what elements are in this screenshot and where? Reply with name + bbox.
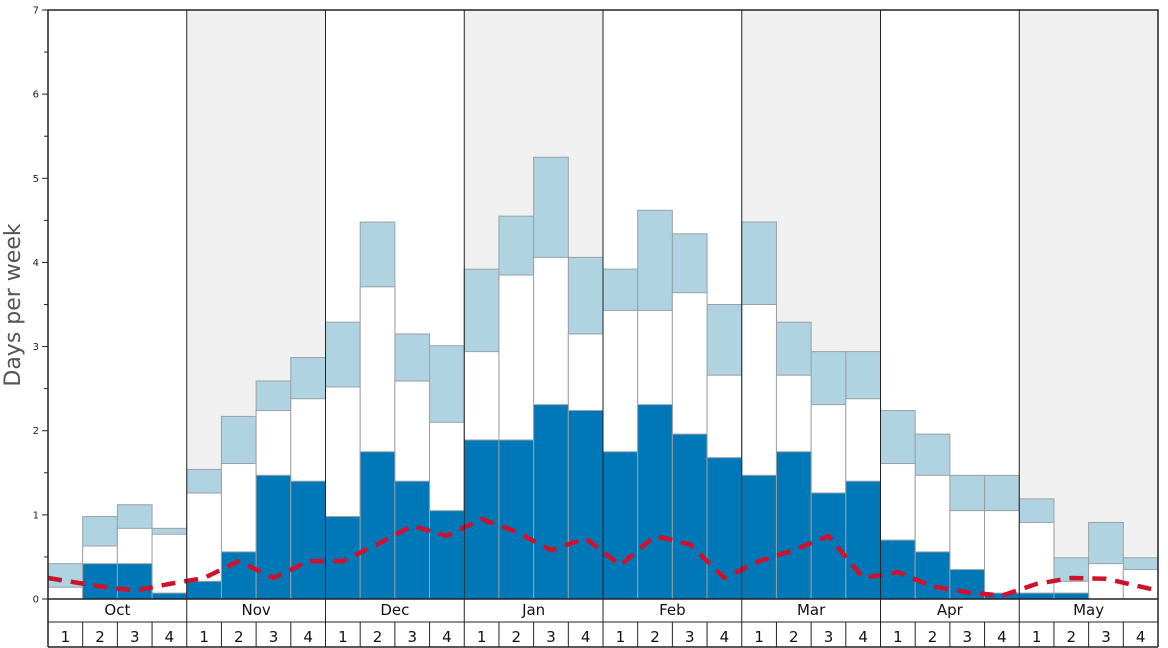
bar-dark-8 — [325, 516, 361, 600]
bar-dark-24 — [880, 539, 916, 600]
week-label-oct-2: 2 — [95, 628, 105, 646]
week-label-mar-1: 1 — [754, 628, 764, 646]
x-axis: Oct 1 2 3 4 Nov 1 2 3 4 Dec 1 2 3 4 Jan 1 2 3 4 Feb 1 2 3 4 Mar 1 2… — [47, 10, 1159, 648]
week-label-feb-3: 3 — [685, 628, 695, 646]
week-label-apr-1: 1 — [893, 628, 903, 646]
week-label-dec-1: 1 — [338, 628, 348, 646]
y-axis-label: Days per week — [1, 223, 26, 386]
bar-dark-2 — [116, 563, 153, 600]
week-label-mar-3: 3 — [824, 628, 834, 646]
bar-dark-22 — [810, 492, 847, 600]
month-label-oct: Oct — [104, 601, 130, 619]
week-label-apr-4: 4 — [997, 628, 1007, 646]
month-label-may: May — [1073, 601, 1104, 619]
average-line — [47, 516, 1159, 598]
week-label-nov-1: 1 — [199, 628, 209, 646]
bars — [47, 156, 1159, 600]
week-label-feb-1: 1 — [616, 628, 626, 646]
month-label-feb: Feb — [659, 601, 686, 619]
bar-dark-18 — [671, 433, 708, 600]
y-axis: 0 1 2 3 4 5 6 7 — [33, 6, 48, 606]
y-tick-label-0: 0 — [33, 595, 39, 606]
week-label-may-4: 4 — [1136, 628, 1146, 646]
bar-dark-20 — [741, 474, 777, 600]
bar-middle-27 — [984, 510, 1020, 600]
month-label-jan: Jan — [521, 601, 545, 619]
month-label-mar: Mar — [797, 601, 826, 619]
week-label-dec-2: 2 — [373, 628, 383, 646]
bar-dark-11 — [429, 510, 465, 600]
week-label-nov-3: 3 — [269, 628, 279, 646]
bar-dark-13 — [498, 439, 535, 600]
week-label-feb-4: 4 — [720, 628, 730, 646]
week-label-jan-3: 3 — [546, 628, 556, 646]
bar-dark-14 — [533, 404, 569, 600]
week-label-jan-2: 2 — [512, 628, 522, 646]
week-label-feb-2: 2 — [650, 628, 660, 646]
bar-dark-28 — [1018, 592, 1055, 600]
week-label-jan-1: 1 — [477, 628, 487, 646]
bar-dark-17 — [637, 404, 673, 600]
bar-dark-15 — [567, 410, 604, 600]
y-tick-label-4: 4 — [33, 258, 39, 269]
y-tick-label-6: 6 — [33, 90, 39, 101]
bar-dark-23 — [845, 480, 881, 600]
bar-dark-7 — [290, 480, 326, 600]
week-label-may-3: 3 — [1101, 628, 1111, 646]
week-label-oct-3: 3 — [130, 628, 140, 646]
average-line-path — [47, 516, 1159, 598]
bar-dark-3 — [151, 592, 188, 600]
bar-dark-16 — [602, 451, 639, 600]
week-label-apr-2: 2 — [928, 628, 938, 646]
week-label-oct-1: 1 — [61, 628, 71, 646]
y-tick-label-3: 3 — [33, 342, 39, 353]
month-label-apr: Apr — [937, 601, 964, 619]
bar-dark-1 — [82, 563, 118, 600]
bar-dark-10 — [394, 480, 431, 600]
week-label-may-1: 1 — [1032, 628, 1042, 646]
week-label-mar-2: 2 — [789, 628, 799, 646]
bar-middle-3 — [151, 533, 188, 600]
week-label-mar-4: 4 — [858, 628, 868, 646]
bar-dark-25 — [914, 551, 951, 600]
bar-middle-0 — [47, 586, 84, 600]
week-label-nov-2: 2 — [234, 628, 244, 646]
week-label-dec-3: 3 — [407, 628, 417, 646]
bar-dark-4 — [186, 580, 222, 600]
week-label-may-2: 2 — [1067, 628, 1077, 646]
week-label-dec-4: 4 — [442, 628, 452, 646]
y-tick-label-7: 7 — [33, 6, 39, 17]
bar-dark-21 — [775, 451, 812, 600]
week-label-jan-4: 4 — [581, 628, 591, 646]
bar-dark-26 — [949, 569, 986, 600]
week-label-apr-3: 3 — [962, 628, 972, 646]
month-label-nov: Nov — [241, 601, 270, 619]
bar-dark-29 — [1053, 592, 1090, 600]
y-tick-label-1: 1 — [33, 510, 39, 521]
y-tick-label-5: 5 — [33, 174, 39, 185]
bar-dark-9 — [359, 451, 396, 600]
week-label-nov-4: 4 — [303, 628, 313, 646]
week-label-oct-4: 4 — [165, 628, 175, 646]
y-tick-label-2: 2 — [33, 426, 39, 437]
bar-dark-6 — [255, 474, 292, 600]
month-label-dec: Dec — [380, 601, 409, 619]
